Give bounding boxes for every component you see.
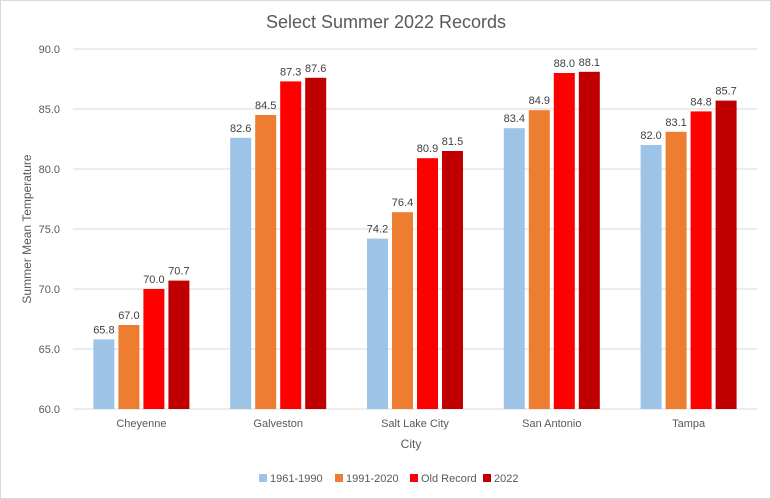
bar <box>665 131 687 410</box>
bar <box>118 325 140 409</box>
data-label: 70.0 <box>143 274 164 286</box>
bar <box>367 238 388 409</box>
legend-swatch <box>259 474 267 482</box>
x-tick-label: Tampa <box>672 418 706 430</box>
bar <box>305 77 327 410</box>
bar <box>640 145 662 409</box>
legend-swatch <box>410 474 418 482</box>
y-tick-label: 60.0 <box>39 404 60 416</box>
x-tick-label: Salt Lake City <box>381 418 449 430</box>
data-label: 83.1 <box>665 117 686 129</box>
bar <box>392 212 413 409</box>
legend-label: 1991-2020 <box>346 473 399 485</box>
legend-label: 1961-1990 <box>270 473 323 485</box>
data-label: 70.7 <box>168 266 189 278</box>
data-label: 84.5 <box>255 100 276 112</box>
y-tick-label: 75.0 <box>39 224 60 236</box>
bar <box>93 339 115 409</box>
legend-label: 2022 <box>494 473 518 485</box>
bar <box>528 110 550 409</box>
data-label: 83.4 <box>504 113 525 125</box>
legend: 1961-1990 1991-2020 Old Record 2022 <box>259 473 518 485</box>
bar <box>143 289 165 409</box>
data-label: 65.8 <box>93 324 114 336</box>
x-tick-label: San Antonio <box>522 418 581 430</box>
data-labels: 65.8 67.0 70.0 70.7 82.6 84.5 87.3 87.6 74.2 76.4… <box>93 57 737 337</box>
y-tick-label: 90.0 <box>39 44 60 56</box>
data-label: 88.1 <box>579 57 600 69</box>
data-label: 74.2 <box>367 224 388 236</box>
bar <box>255 115 277 409</box>
bar <box>168 280 190 409</box>
data-label: 82.6 <box>230 123 251 135</box>
data-label: 85.7 <box>715 86 736 98</box>
data-label: 81.5 <box>442 136 463 148</box>
bar <box>503 128 525 409</box>
data-label: 88.0 <box>554 58 575 70</box>
bar <box>417 158 438 409</box>
bar <box>578 71 600 410</box>
y-tick-label: 85.0 <box>39 104 60 116</box>
y-tick-label: 80.0 <box>39 164 60 176</box>
data-label: 80.9 <box>417 143 438 155</box>
bar <box>715 100 737 409</box>
x-axis-title: City <box>401 437 422 451</box>
bars <box>93 71 737 410</box>
data-label: 84.9 <box>529 95 550 107</box>
bar <box>280 81 302 410</box>
y-tick-label: 70.0 <box>39 284 60 296</box>
legend-swatch <box>335 474 343 482</box>
legend-swatch <box>483 474 491 482</box>
data-label: 84.8 <box>690 96 711 108</box>
data-label: 67.0 <box>118 310 139 322</box>
bar <box>230 137 252 410</box>
x-tick-label: Cheyenne <box>116 418 166 430</box>
chart-title: Select Summer 2022 Records <box>266 12 506 32</box>
bar <box>553 73 575 409</box>
x-tick-label: Galveston <box>253 418 303 430</box>
legend-label: Old Record <box>421 473 477 485</box>
data-label: 82.0 <box>640 130 661 142</box>
data-label: 87.3 <box>280 66 301 78</box>
y-axis-title: Summer Mean Temperature <box>20 154 34 304</box>
bar <box>442 151 463 409</box>
y-tick-label: 65.0 <box>39 344 60 356</box>
bar <box>690 111 712 410</box>
y-axis-ticks: 60.0 65.0 70.0 75.0 80.0 85.0 90.0 <box>39 44 60 416</box>
data-label: 87.6 <box>305 63 326 75</box>
data-label: 76.4 <box>392 197 413 209</box>
x-axis-ticks: Cheyenne Galveston Salt Lake City San Anton… <box>116 418 706 430</box>
